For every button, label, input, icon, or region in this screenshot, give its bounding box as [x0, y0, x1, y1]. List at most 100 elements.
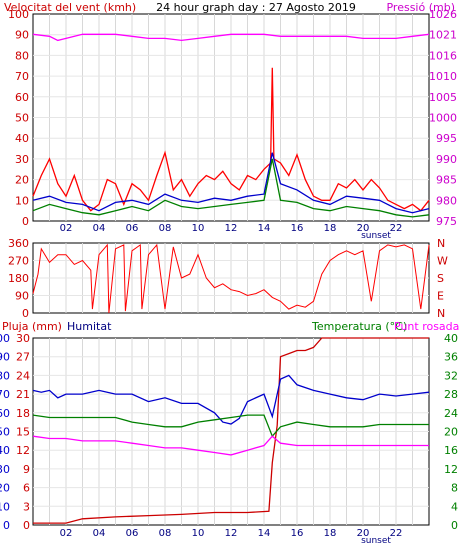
- series-line: [32, 158, 430, 218]
- tick-label: N: [437, 237, 445, 250]
- x-tick-label: 08: [159, 223, 172, 234]
- tick-label: 50: [0, 426, 10, 439]
- tick-label: 10: [0, 500, 10, 513]
- tick-label: 28: [444, 388, 458, 401]
- tick-label: 980: [436, 194, 457, 207]
- tick-label: 1021: [429, 29, 457, 42]
- time-ticks-top: 02 04 06 08 10 12 14 16 18 20 22: [60, 223, 403, 234]
- tick-label: 24: [16, 369, 30, 382]
- humidity-rain-ticks: 0102030405060708090100036912151821242730: [0, 332, 30, 532]
- rain-humidity-temp-panel: Pluja (mm) Humitat Temperatura (°C) Punt…: [0, 320, 459, 546]
- x-tick-label: 04: [93, 223, 106, 234]
- tick-label: 0: [451, 519, 458, 532]
- tick-label: 180: [8, 272, 29, 285]
- tick-label: 30: [0, 463, 10, 476]
- x-tick-label: 12: [225, 223, 238, 234]
- x-tick-label: 12: [225, 528, 238, 539]
- tick-label: 270: [8, 255, 29, 268]
- x-tick-label: 14: [258, 528, 271, 539]
- tick-label: 1005: [429, 91, 457, 104]
- tick-label: 40: [0, 444, 10, 457]
- tick-label: 27: [16, 351, 30, 364]
- x-tick-label: 14: [258, 223, 271, 234]
- tick-label: 60: [15, 91, 29, 104]
- wind-pressure-panel: Velocitat del vent (kmh) 24 hour graph d…: [4, 1, 457, 241]
- tick-label: S: [437, 272, 444, 285]
- tick-label: 3: [23, 500, 30, 513]
- wind-speed-ticks: 0 10 20 30 40 50 60 70 80 90 100: [8, 8, 29, 228]
- series-line: [32, 33, 430, 42]
- tick-label: 0: [22, 215, 29, 228]
- tick-label: 990: [436, 153, 457, 166]
- tick-label: 18: [16, 407, 30, 420]
- x-tick-label: 02: [60, 528, 73, 539]
- x-tick-label: 02: [60, 223, 73, 234]
- tick-label: N: [437, 307, 445, 320]
- rain-humidity-temp-series: [32, 337, 430, 524]
- series-line: [32, 435, 429, 456]
- wind-speed-axis-label: Velocitat del vent (kmh): [4, 1, 136, 14]
- x-tick-label: 08: [159, 528, 172, 539]
- x-tick-label: 18: [324, 528, 337, 539]
- tick-label: 50: [15, 112, 29, 125]
- tick-label: 1010: [429, 70, 457, 83]
- tick-label: 90: [0, 351, 10, 364]
- tick-label: 21: [16, 388, 30, 401]
- tick-label: 8: [451, 482, 458, 495]
- wind-direction-series: [32, 243, 430, 314]
- x-tick-label: 22: [390, 223, 403, 234]
- wind-direction-degree-ticks: 0 90 180 270 360: [8, 237, 29, 320]
- series-line: [32, 243, 430, 314]
- tick-label: 985: [436, 174, 457, 187]
- tick-label: 12: [444, 463, 458, 476]
- pressure-axis-label: Pressió (mb): [386, 1, 455, 14]
- series-line: [32, 152, 430, 214]
- tick-label: 90: [15, 290, 29, 303]
- tick-label: 975: [436, 215, 457, 228]
- chart-title: 24 hour graph day : 27 Agosto 2019: [156, 1, 356, 14]
- tick-label: 4: [451, 500, 458, 513]
- x-tick-label: 06: [126, 223, 139, 234]
- tick-label: 30: [15, 153, 29, 166]
- tick-label: E: [437, 290, 444, 303]
- wind-direction-grid: [33, 243, 429, 313]
- tick-label: 60: [0, 407, 10, 420]
- tick-label: 30: [16, 332, 30, 345]
- time-ticks-bottom: 02 04 06 08 10 12 14 16 18 20 22: [60, 528, 403, 539]
- tick-label: 1026: [429, 8, 457, 21]
- x-tick-label: 20: [357, 528, 370, 539]
- tick-label: 1000: [429, 112, 457, 125]
- tick-label: 12: [16, 444, 30, 457]
- pressure-ticks: 975 980 985 990 995 1000 1005 1010 1016 1021 1026: [429, 8, 457, 228]
- tick-label: 20: [444, 426, 458, 439]
- x-tick-label: 10: [192, 223, 205, 234]
- series-line: [32, 67, 430, 212]
- x-tick-label: 04: [93, 528, 106, 539]
- tick-label: 24: [444, 407, 458, 420]
- tick-label: 20: [0, 482, 10, 495]
- x-tick-label: 10: [192, 528, 205, 539]
- tick-label: 40: [444, 332, 458, 345]
- tick-label: 9: [23, 463, 30, 476]
- series-line: [32, 374, 430, 425]
- tick-label: 6: [23, 482, 30, 495]
- series-line: [33, 337, 429, 524]
- tick-label: 0: [22, 307, 29, 320]
- tick-label: 36: [444, 351, 458, 364]
- tick-label: 32: [444, 369, 458, 382]
- tick-label: W: [437, 255, 448, 268]
- x-tick-label: 20: [357, 223, 370, 234]
- series-line: [32, 414, 429, 438]
- tick-label: 15: [16, 426, 30, 439]
- wind-pressure-series: [32, 33, 430, 218]
- sunset-label-bottom: sunset: [361, 536, 391, 546]
- sunset-label-top: sunset: [361, 231, 391, 241]
- humidity-axis-label: Humitat: [67, 320, 112, 333]
- tick-label: 70: [0, 388, 10, 401]
- x-tick-label: 16: [291, 223, 304, 234]
- tick-label: 0: [23, 519, 30, 532]
- tick-label: 16: [444, 444, 458, 457]
- temperature-axis-label: Temperatura (°C): [311, 320, 407, 333]
